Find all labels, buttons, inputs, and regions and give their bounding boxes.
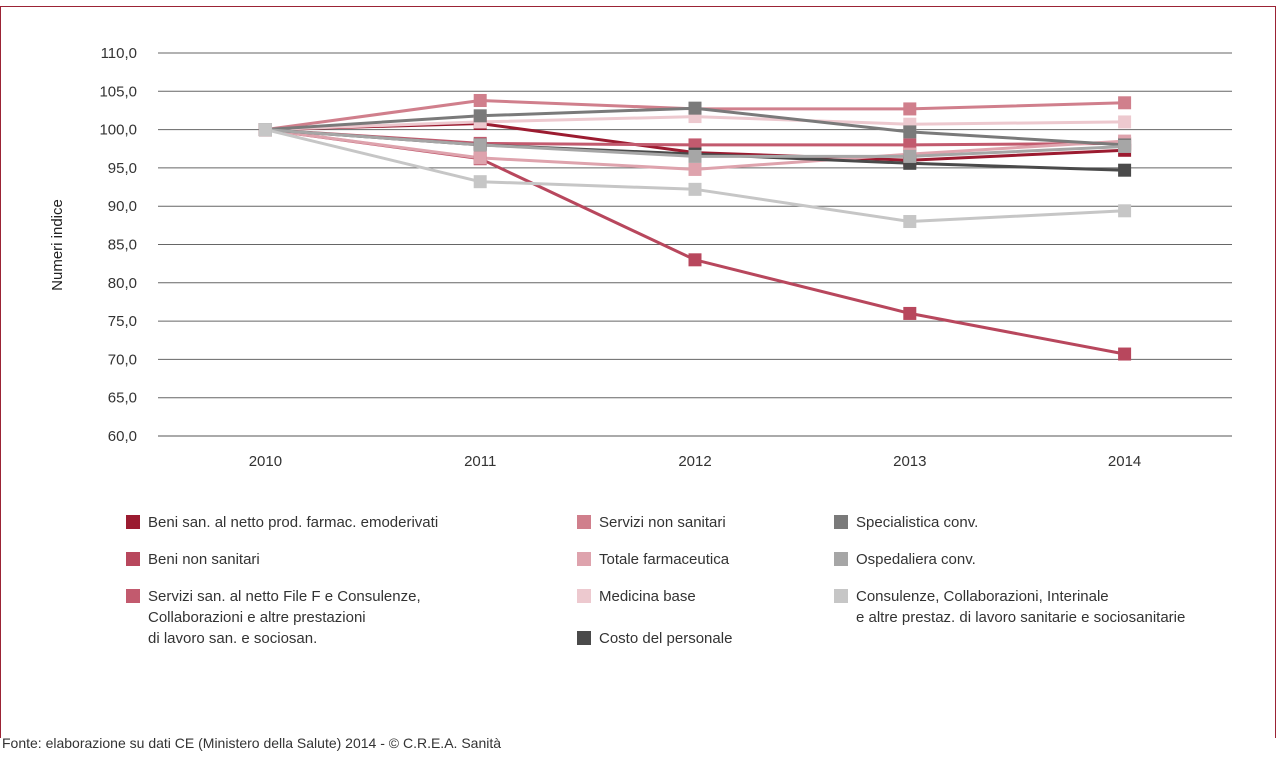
series-point-5 bbox=[473, 151, 487, 165]
series-points bbox=[258, 93, 1132, 361]
series-point-2 bbox=[1118, 347, 1132, 361]
series-point-6 bbox=[1118, 115, 1132, 129]
series-point-4 bbox=[473, 93, 487, 107]
y-tick-label: 105,0 bbox=[99, 83, 137, 100]
series-point-7 bbox=[1118, 163, 1132, 177]
x-tick-label: 2010 bbox=[249, 453, 282, 470]
y-tick-label: 85,0 bbox=[108, 237, 137, 254]
series-point-4 bbox=[1118, 96, 1132, 110]
y-tick-label: 70,0 bbox=[108, 351, 137, 368]
x-tick-labels: 2010 2011 2012 2013 2014 bbox=[249, 453, 1142, 470]
y-tick-label: 60,0 bbox=[108, 428, 137, 445]
series-point-9 bbox=[473, 138, 487, 152]
y-tick-label: 75,0 bbox=[108, 313, 137, 330]
series-point-10 bbox=[258, 123, 272, 137]
series-point-2 bbox=[903, 306, 917, 320]
series-point-10 bbox=[1118, 204, 1132, 218]
x-tick-label: 2012 bbox=[678, 453, 711, 470]
series-point-8 bbox=[473, 109, 487, 123]
series-point-4 bbox=[903, 102, 917, 116]
y-tick-label: 90,0 bbox=[108, 198, 137, 215]
y-tick-label: 95,0 bbox=[108, 160, 137, 177]
y-tick-label: 100,0 bbox=[99, 122, 137, 139]
y-tick-label: 80,0 bbox=[108, 275, 137, 292]
series-point-8 bbox=[903, 125, 917, 139]
series-point-9 bbox=[903, 149, 917, 163]
series-point-8 bbox=[688, 101, 702, 115]
chart-frame bbox=[0, 6, 1276, 738]
x-tick-label: 2014 bbox=[1108, 453, 1141, 470]
series-point-10 bbox=[473, 175, 487, 189]
series-point-9 bbox=[688, 149, 702, 163]
source-note: Fonte: elaborazione su dati CE (Minister… bbox=[2, 735, 502, 751]
y-tick-labels: 60,0 65,0 70,0 75,0 80,0 85,0 90,0 95,0 100,0 105… bbox=[99, 45, 137, 445]
y-axis-label: Numeri indice bbox=[49, 199, 66, 291]
series-point-5 bbox=[688, 162, 702, 176]
x-tick-label: 2013 bbox=[893, 453, 926, 470]
series-point-2 bbox=[688, 253, 702, 267]
series-point-10 bbox=[688, 182, 702, 196]
series-point-10 bbox=[903, 215, 917, 229]
y-tick-label: 110,0 bbox=[101, 45, 137, 62]
y-tick-label: 65,0 bbox=[108, 390, 137, 407]
series-point-9 bbox=[1118, 139, 1132, 153]
x-tick-label: 2011 bbox=[464, 453, 496, 470]
